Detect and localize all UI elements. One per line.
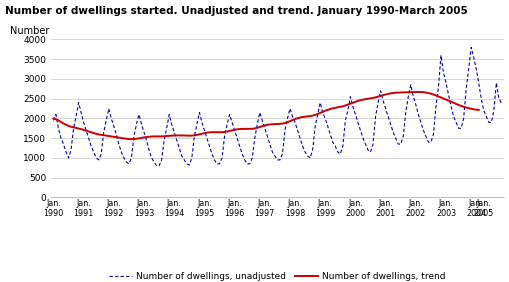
Number of dwellings, trend <box>435 95 441 98</box>
Text: Number of dwellings started. Unadjusted and trend. January 1990-March 2005: Number of dwellings started. Unadjusted … <box>5 6 468 16</box>
Number of dwellings, trend <box>476 108 482 112</box>
Line: Number of dwellings, unadjusted: Number of dwellings, unadjusted <box>53 47 501 166</box>
Number of dwellings, unadjusted <box>131 135 137 138</box>
Number of dwellings, unadjusted <box>249 156 256 160</box>
Number of dwellings, unadjusted <box>50 119 56 122</box>
Number of dwellings, unadjusted <box>154 164 160 168</box>
Number of dwellings, unadjusted <box>88 144 94 148</box>
Number of dwellings, trend <box>259 125 265 128</box>
Text: Number: Number <box>10 26 49 36</box>
Line: Number of dwellings, trend: Number of dwellings, trend <box>53 92 479 139</box>
Number of dwellings, trend <box>257 125 263 129</box>
Number of dwellings, trend <box>211 131 217 134</box>
Number of dwellings, trend <box>277 122 283 125</box>
Number of dwellings, unadjusted <box>181 158 187 162</box>
Number of dwellings, unadjusted <box>387 123 393 126</box>
Number of dwellings, trend <box>128 138 134 141</box>
Number of dwellings, unadjusted <box>498 101 504 104</box>
Number of dwellings, trend <box>50 117 56 120</box>
Number of dwellings, unadjusted <box>468 46 474 49</box>
Legend: Number of dwellings, unadjusted, Number of dwellings, trend: Number of dwellings, unadjusted, Number … <box>105 268 449 282</box>
Number of dwellings, trend <box>413 90 419 94</box>
Number of dwellings, trend <box>111 135 117 138</box>
Number of dwellings, unadjusted <box>93 156 99 160</box>
